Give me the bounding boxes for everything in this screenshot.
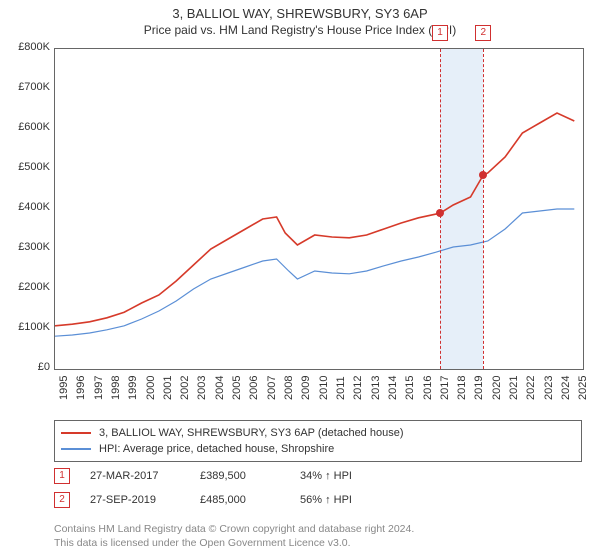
chart-container: 3, BALLIOL WAY, SHREWSBURY, SY3 6AP Pric… bbox=[0, 0, 600, 560]
transaction-hpi-1: 34% ↑ HPI bbox=[300, 470, 400, 482]
x-tick-label: 2013 bbox=[370, 376, 382, 400]
x-tick-label: 2016 bbox=[422, 376, 434, 400]
marker-box: 2 bbox=[475, 25, 491, 41]
x-tick-label: 2011 bbox=[335, 376, 347, 400]
x-tick-label: 2024 bbox=[560, 376, 572, 400]
legend-swatch-property bbox=[61, 432, 91, 434]
marker-vline bbox=[483, 49, 484, 369]
x-tick-label: 2014 bbox=[387, 376, 399, 400]
legend-item-property: 3, BALLIOL WAY, SHREWSBURY, SY3 6AP (det… bbox=[61, 425, 575, 441]
footer-line-1: Contains HM Land Registry data © Crown c… bbox=[54, 523, 414, 535]
transaction-date-1: 27-MAR-2017 bbox=[90, 470, 200, 482]
legend-item-hpi: HPI: Average price, detached house, Shro… bbox=[61, 441, 575, 457]
x-tick-label: 2025 bbox=[577, 376, 589, 400]
transaction-marker-2: 2 bbox=[54, 492, 70, 508]
x-tick-label: 2000 bbox=[145, 376, 157, 400]
y-tick-label: £600K bbox=[4, 121, 50, 133]
x-tick-label: 2017 bbox=[439, 376, 451, 400]
chart-subtitle: Price paid vs. HM Land Registry's House … bbox=[0, 21, 600, 41]
marker-box: 1 bbox=[432, 25, 448, 41]
footer-attribution: Contains HM Land Registry data © Crown c… bbox=[54, 522, 582, 550]
x-tick-label: 2022 bbox=[525, 376, 537, 400]
x-tick-label: 1998 bbox=[110, 376, 122, 400]
x-tick-label: 2020 bbox=[491, 376, 503, 400]
chart-title: 3, BALLIOL WAY, SHREWSBURY, SY3 6AP bbox=[0, 0, 600, 21]
legend-label-property: 3, BALLIOL WAY, SHREWSBURY, SY3 6AP (det… bbox=[99, 427, 404, 439]
y-tick-label: £300K bbox=[4, 241, 50, 253]
x-tick-label: 2005 bbox=[231, 376, 243, 400]
transaction-date-2: 27-SEP-2019 bbox=[90, 494, 200, 506]
x-tick-label: 2019 bbox=[473, 376, 485, 400]
legend-label-hpi: HPI: Average price, detached house, Shro… bbox=[99, 443, 334, 455]
x-tick-label: 2003 bbox=[196, 376, 208, 400]
transaction-marker-1: 1 bbox=[54, 468, 70, 484]
x-tick-label: 2004 bbox=[214, 376, 226, 400]
x-tick-label: 1997 bbox=[93, 376, 105, 400]
series-property bbox=[55, 113, 574, 326]
x-tick-label: 1995 bbox=[58, 376, 70, 400]
transaction-dot bbox=[436, 209, 444, 217]
x-tick-label: 2012 bbox=[352, 376, 364, 400]
x-tick-label: 1996 bbox=[75, 376, 87, 400]
y-tick-label: £0 bbox=[4, 361, 50, 373]
legend-swatch-hpi bbox=[61, 448, 91, 450]
y-tick-label: £800K bbox=[4, 41, 50, 53]
transaction-row-1: 1 27-MAR-2017 £389,500 34% ↑ HPI bbox=[54, 468, 582, 484]
x-tick-label: 2008 bbox=[283, 376, 295, 400]
y-tick-label: £500K bbox=[4, 161, 50, 173]
transaction-price-1: £389,500 bbox=[200, 470, 300, 482]
x-tick-label: 2007 bbox=[266, 376, 278, 400]
x-tick-label: 2015 bbox=[404, 376, 416, 400]
y-tick-label: £100K bbox=[4, 321, 50, 333]
x-tick-label: 2002 bbox=[179, 376, 191, 400]
x-tick-label: 1999 bbox=[127, 376, 139, 400]
transaction-dot bbox=[479, 171, 487, 179]
x-tick-label: 2001 bbox=[162, 376, 174, 400]
legend: 3, BALLIOL WAY, SHREWSBURY, SY3 6AP (det… bbox=[54, 420, 582, 462]
transaction-price-2: £485,000 bbox=[200, 494, 300, 506]
footer-line-2: This data is licensed under the Open Gov… bbox=[54, 537, 351, 549]
line-svg bbox=[55, 49, 583, 369]
plot-area: 12 bbox=[54, 48, 584, 370]
transaction-row-2: 2 27-SEP-2019 £485,000 56% ↑ HPI bbox=[54, 492, 582, 508]
x-tick-label: 2009 bbox=[300, 376, 312, 400]
x-tick-label: 2021 bbox=[508, 376, 520, 400]
x-tick-label: 2010 bbox=[318, 376, 330, 400]
x-tick-label: 2018 bbox=[456, 376, 468, 400]
y-tick-label: £400K bbox=[4, 201, 50, 213]
x-tick-label: 2006 bbox=[248, 376, 260, 400]
transaction-hpi-2: 56% ↑ HPI bbox=[300, 494, 400, 506]
y-tick-label: £700K bbox=[4, 81, 50, 93]
x-tick-label: 2023 bbox=[543, 376, 555, 400]
series-hpi bbox=[55, 209, 574, 336]
y-tick-label: £200K bbox=[4, 281, 50, 293]
